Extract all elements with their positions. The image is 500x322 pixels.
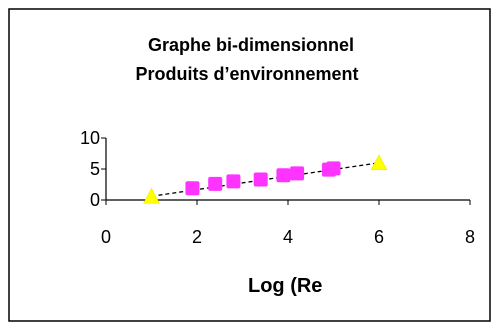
x-tick-label: 4 — [283, 227, 293, 247]
tick-labels: 0 2 4 6 8 0 5 10 — [80, 128, 475, 247]
x-tick-label: 8 — [465, 227, 475, 247]
triangle-marker — [370, 154, 388, 171]
square-marker — [185, 181, 200, 196]
square-marker — [208, 176, 223, 191]
square-marker — [276, 168, 291, 183]
data-points — [143, 154, 388, 204]
y-tick-label: 0 — [90, 190, 100, 210]
square-marker — [253, 172, 268, 187]
square-marker — [326, 161, 341, 176]
x-tick-label: 2 — [192, 227, 202, 247]
square-marker — [226, 174, 241, 189]
square-marker — [290, 166, 305, 181]
triangle-marker — [143, 187, 160, 204]
chart-title-line-2: Produits d’environnement — [135, 64, 358, 84]
x-tick-label: 6 — [374, 227, 384, 247]
chart-title-line-1: Graphe bi-dimensionnel — [148, 35, 354, 55]
y-tick-label: 10 — [80, 128, 100, 148]
x-axis-title: Log (Re — [248, 275, 322, 297]
chart-border — [8, 8, 491, 322]
y-tick-label: 5 — [90, 159, 100, 179]
x-tick-label: 0 — [101, 227, 111, 247]
axes — [101, 137, 471, 205]
